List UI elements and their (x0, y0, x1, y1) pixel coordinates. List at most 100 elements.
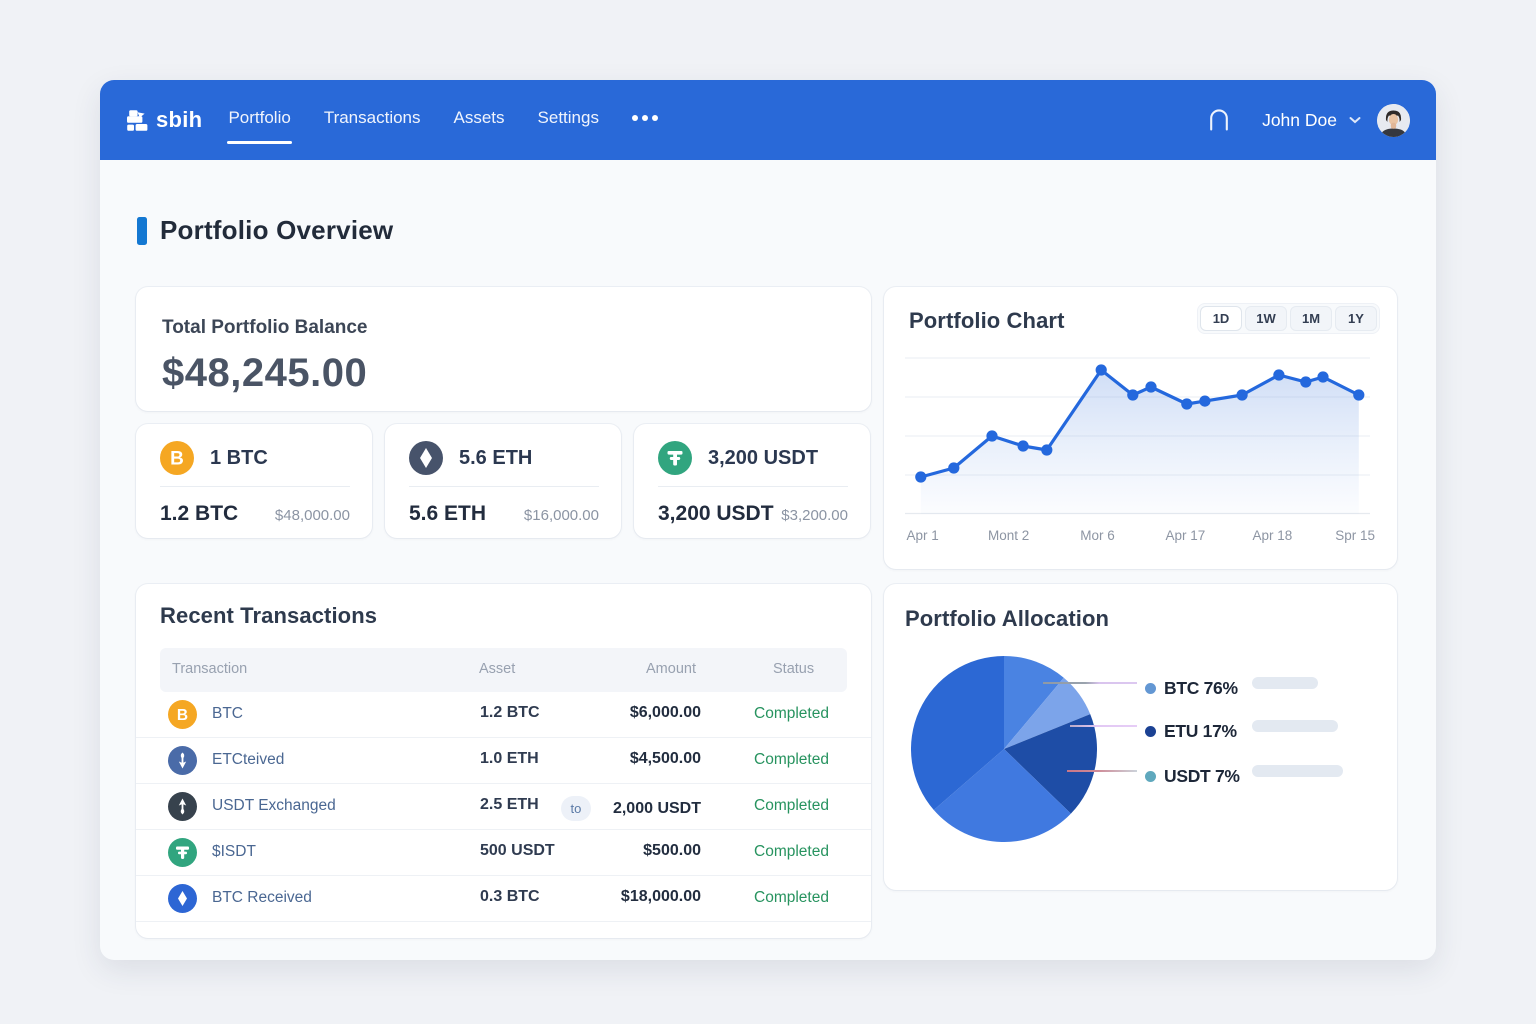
range-button-1w[interactable]: 1W (1245, 306, 1287, 331)
app-window: sbih Portfolio Transactions Assets Setti… (100, 80, 1436, 960)
legend-bar (1252, 677, 1318, 689)
usdt-coin-icon (658, 441, 692, 475)
nav-item-assets[interactable]: Assets (453, 108, 505, 127)
nav-item-transactions[interactable]: Transactions (323, 108, 421, 127)
asset-holding: 1.2 BTC (160, 502, 239, 525)
asset-card-btc: B 1 BTC 1.2 BTC $48,000.00 (136, 424, 372, 538)
top-navbar: sbih Portfolio Transactions Assets Setti… (100, 80, 1436, 160)
legend-dot (1145, 726, 1156, 737)
asset-fiat-value: $16,000.00 (523, 507, 599, 524)
transaction-amount: $18,000.00 (620, 888, 701, 905)
eth-coin-icon (409, 441, 443, 475)
balance-label: Total Portfolio Balance (162, 317, 368, 338)
transaction-status: Completed (754, 705, 829, 722)
time-range-group: 1D 1W 1M 1Y (1197, 303, 1380, 334)
portfolio-chart-card: Portfolio Chart 1D 1W 1M 1Y Apr 1 Mont 2… (884, 287, 1397, 569)
transaction-status: Completed (754, 843, 829, 860)
transaction-status: Completed (754, 797, 829, 814)
transaction-asset: 1.2 BTC (480, 704, 540, 721)
nav-item-settings[interactable]: Settings (537, 108, 599, 127)
notifications-bell-icon[interactable] (1209, 108, 1229, 132)
page-title-row: Portfolio Overview (137, 215, 393, 246)
btc-coin-icon: B (168, 700, 197, 729)
asset-fiat-value: $3,200.00 (781, 507, 848, 524)
btc-received-icon (168, 884, 197, 913)
usdt-coin-icon (168, 838, 197, 867)
column-header-asset: Asset (479, 661, 516, 677)
transaction-status: Completed (754, 889, 829, 906)
main-nav: Portfolio Transactions Assets Settings (227, 102, 658, 144)
range-button-1y[interactable]: 1Y (1335, 306, 1377, 331)
transaction-asset: 1.0 ETH (480, 750, 539, 767)
legend-item-btc: BTC 76% (1145, 678, 1238, 699)
brand-logo-icon (127, 109, 148, 131)
allocation-pie-chart (911, 656, 1097, 842)
transaction-name: ETCteived (212, 751, 285, 768)
eth-received-icon (168, 746, 197, 775)
legend-label: BTC 76% (1164, 678, 1238, 698)
x-axis-label: Apr 18 (1252, 528, 1293, 543)
transaction-asset: 2.5 ETH (480, 796, 539, 813)
chart-x-axis-labels: Apr 1 Mont 2 Mor 6 Apr 17 Apr 18 Spr 15 (905, 528, 1375, 544)
divider (409, 486, 599, 487)
navbar-right: John Doe (1209, 103, 1410, 137)
table-row[interactable]: USDT Exchanged 2.5 ETH to 2,000 USDT Comp… (136, 784, 871, 830)
transactions-table-header: Transaction Asset Amount Status (160, 648, 847, 692)
range-button-1d[interactable]: 1D (1200, 306, 1242, 331)
more-menu-icon[interactable] (631, 109, 658, 131)
legend-dot (1145, 683, 1156, 694)
table-row[interactable]: BTC Received 0.3 BTC $18,000.00 Complete… (136, 876, 871, 922)
range-button-1m[interactable]: 1M (1290, 306, 1332, 331)
asset-holding: 3,200 USDT (658, 502, 774, 525)
nav-item-portfolio[interactable]: Portfolio (227, 102, 293, 144)
btc-coin-icon: B (160, 441, 194, 475)
asset-card-eth: 5.6 ETH 5.6 ETH $16,000.00 (385, 424, 621, 538)
x-axis-label: Mor 6 (1080, 528, 1115, 543)
chevron-down-icon[interactable] (1349, 116, 1361, 124)
legend-item-eth: ETU 17% (1145, 721, 1237, 742)
divider (658, 486, 848, 487)
svg-text:B: B (177, 707, 188, 724)
asset-holding: 5.6 ETH (409, 502, 487, 525)
transaction-asset: 0.3 BTC (480, 888, 540, 905)
transaction-name: USDT Exchanged (212, 797, 336, 814)
table-row[interactable]: B BTC 1.2 BTC $6,000.00 Completed (136, 692, 871, 738)
asset-title: 1 BTC (210, 446, 268, 469)
x-axis-label: Apr 17 (1165, 528, 1206, 543)
table-row[interactable]: ETCteived 1.0 ETH $4,500.00 Completed (136, 738, 871, 784)
x-axis-label: Apr 1 (906, 528, 939, 543)
legend-label: ETU 17% (1164, 721, 1237, 741)
user-avatar[interactable] (1377, 103, 1410, 137)
transaction-name: BTC Received (212, 889, 312, 906)
portfolio-allocation-card: Portfolio Allocation BTC 76% ETU 17% USD… (884, 584, 1397, 890)
column-header-status: Status (773, 661, 815, 677)
asset-title: 3,200 USDT (708, 446, 819, 469)
total-balance-card: Total Portfolio Balance $48,245.00 (136, 287, 871, 411)
transactions-title: Recent Transactions (160, 603, 378, 628)
allocation-title: Portfolio Allocation (905, 606, 1110, 631)
transaction-status: Completed (754, 751, 829, 768)
brand[interactable]: sbih (126, 107, 202, 133)
legend-bar (1252, 765, 1343, 777)
column-header-transaction: Transaction (172, 661, 248, 677)
x-axis-label: Mont 2 (988, 528, 1030, 543)
user-name[interactable]: John Doe (1262, 109, 1337, 130)
page-title: Portfolio Overview (160, 215, 394, 245)
transaction-amount: $4,500.00 (629, 750, 701, 767)
exchange-icon (168, 792, 197, 821)
transaction-amount: $500.00 (643, 842, 701, 859)
legend-dot (1145, 771, 1156, 782)
asset-fiat-value: $48,000.00 (274, 507, 350, 524)
divider (160, 486, 350, 487)
transaction-amount: 2,000 USDT (612, 799, 701, 817)
transaction-amount: $6,000.00 (629, 704, 701, 721)
brand-name: sbih (156, 107, 203, 132)
portfolio-line-chart (905, 357, 1370, 515)
asset-title: 5.6 ETH (459, 446, 533, 469)
recent-transactions-card: Recent Transactions Transaction Asset Am… (136, 584, 871, 938)
chart-title: Portfolio Chart (909, 308, 1065, 333)
asset-card-usdt: 3,200 USDT 3,200 USDT $3,200.00 (634, 424, 870, 538)
legend-item-usdt: USDT 7% (1145, 766, 1240, 787)
table-row[interactable]: $ISDT 500 USDT $500.00 Completed (136, 830, 871, 876)
transaction-asset: 500 USDT (480, 842, 555, 859)
